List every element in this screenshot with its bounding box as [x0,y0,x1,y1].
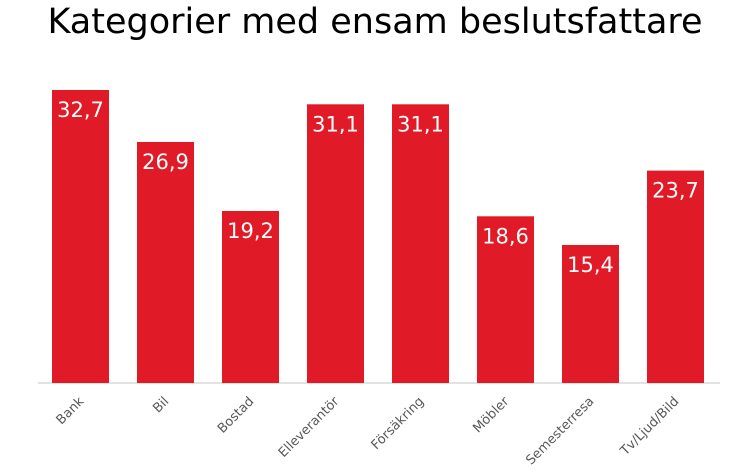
bar-tv-ljud-bild [647,170,704,383]
value-label: 18,6 [482,224,529,248]
chart-title: Kategorier med ensam beslutsfattare [47,2,703,42]
value-label: 32,7 [57,98,104,122]
category-label: Tv/Ljud/Bild [617,394,682,459]
bar-elleverant-r [307,104,364,384]
bar-bostad [222,211,279,383]
bar-bil [137,142,194,383]
value-label: 31,1 [397,112,444,136]
category-label: Försäkring [369,394,428,453]
category-label: Möbler [470,394,512,436]
value-label: 19,2 [227,219,274,243]
bars-group [52,90,704,384]
category-label: Bil [150,394,172,416]
value-label: 31,1 [312,112,359,136]
category-label: Bank [54,394,88,428]
bar-semesterresa [562,245,619,383]
bar-m-bler [477,216,534,383]
bar-bank [52,90,109,383]
category-label: Semesterresa [523,394,597,468]
category-labels-group: Bank Bil Bostad Elleverantör Försäkring Möble… [54,394,683,468]
bar-f-rs-kring [392,104,449,384]
category-label: Elleverantör [276,394,343,461]
value-label: 26,9 [142,150,189,174]
value-labels-group: 32,7 26,9 19,2 31,1 31,1 18,6 15,4 23,7 [57,98,699,277]
value-label: 23,7 [652,179,699,203]
category-label: Bostad [215,394,257,436]
value-label: 15,4 [567,253,614,277]
